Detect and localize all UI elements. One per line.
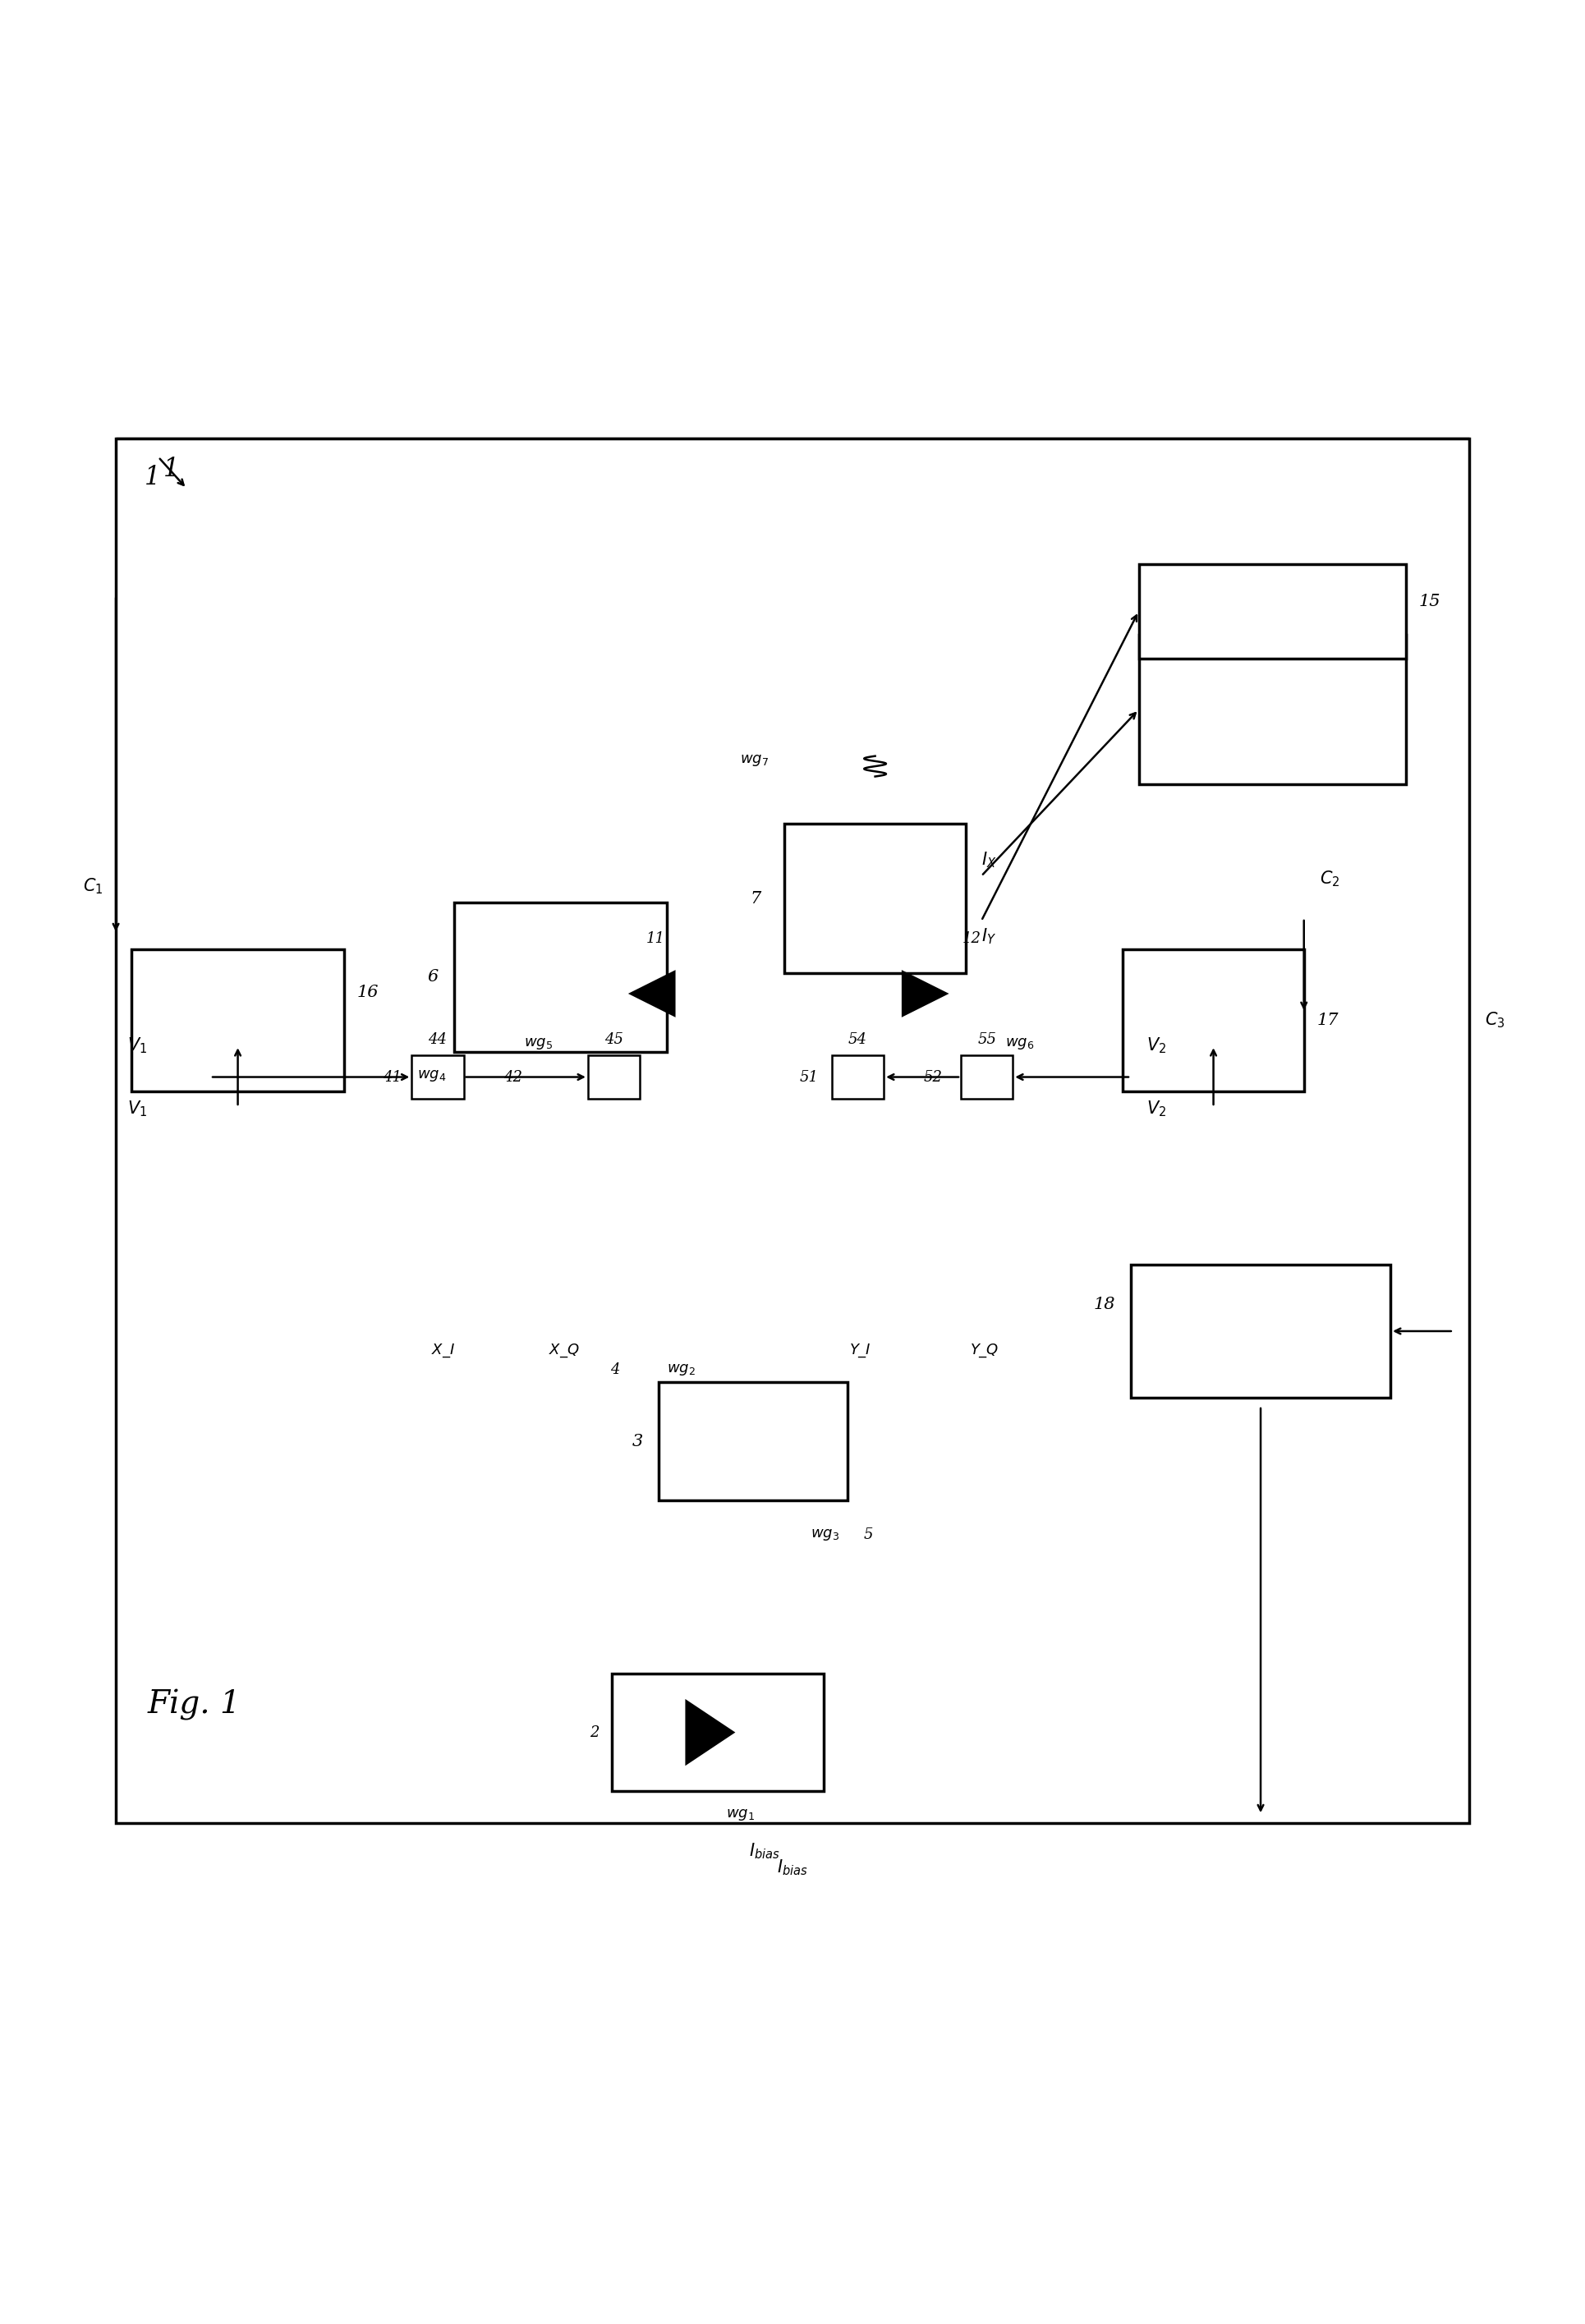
Text: 11: 11 — [647, 932, 666, 946]
Bar — [832, 1055, 884, 1099]
Text: $wg_5$: $wg_5$ — [523, 1037, 553, 1050]
Text: $C_2$: $C_2$ — [1320, 869, 1339, 888]
Text: $I_Y$: $I_Y$ — [981, 927, 995, 946]
Bar — [1122, 951, 1304, 1092]
Bar — [1138, 634, 1406, 786]
Text: 1: 1 — [144, 465, 160, 490]
Text: 1: 1 — [163, 458, 179, 483]
Text: $Y\_Q$: $Y\_Q$ — [970, 1341, 999, 1360]
Text: $I_{bias}$: $I_{bias}$ — [750, 1841, 780, 1862]
Polygon shape — [902, 971, 946, 1016]
Text: 42: 42 — [504, 1069, 523, 1085]
Text: 41: 41 — [382, 1069, 401, 1085]
Polygon shape — [631, 971, 675, 1016]
Text: $wg_2$: $wg_2$ — [667, 1362, 696, 1378]
Text: $Y\_I$: $Y\_I$ — [850, 1341, 872, 1360]
Text: $C_3$: $C_3$ — [1485, 1011, 1506, 1030]
Text: 45: 45 — [604, 1032, 623, 1048]
Text: $V_1$: $V_1$ — [127, 1037, 147, 1055]
Text: $wg_6$: $wg_6$ — [1005, 1037, 1033, 1050]
Text: Fig. 1: Fig. 1 — [147, 1690, 241, 1720]
Bar — [961, 1055, 1013, 1099]
Bar — [1138, 565, 1406, 658]
Text: $wg_7$: $wg_7$ — [740, 753, 769, 769]
Bar — [785, 823, 965, 974]
Text: $wg_1$: $wg_1$ — [726, 1808, 754, 1822]
Bar — [132, 951, 344, 1092]
Text: 51: 51 — [799, 1069, 818, 1085]
Text: 5: 5 — [864, 1527, 873, 1543]
Text: 16: 16 — [357, 985, 379, 999]
Text: $V_2$: $V_2$ — [1146, 1099, 1167, 1118]
Bar — [1130, 1264, 1390, 1399]
Bar — [659, 1383, 848, 1501]
Text: $I_{bias}$: $I_{bias}$ — [777, 1857, 808, 1878]
Bar — [792, 862, 1209, 1373]
Text: $C_1$: $C_1$ — [82, 876, 103, 897]
Bar — [455, 902, 667, 1053]
Bar — [588, 1055, 640, 1099]
Text: $V_1$: $V_1$ — [127, 1099, 147, 1118]
Text: 6: 6 — [428, 969, 439, 985]
Text: $I_X$: $I_X$ — [981, 851, 997, 869]
Text: 2: 2 — [590, 1724, 599, 1741]
Text: 7: 7 — [750, 890, 761, 906]
Text: $wg_4$: $wg_4$ — [417, 1069, 447, 1083]
Bar — [612, 1673, 824, 1792]
Text: 15: 15 — [1419, 595, 1441, 609]
Text: 54: 54 — [848, 1032, 867, 1048]
Text: 3: 3 — [632, 1434, 644, 1450]
Text: 52: 52 — [924, 1069, 943, 1085]
Text: 17: 17 — [1317, 1013, 1338, 1027]
Text: $X\_I$: $X\_I$ — [431, 1341, 455, 1360]
Text: 4: 4 — [610, 1362, 620, 1378]
Polygon shape — [686, 1701, 734, 1764]
Text: 55: 55 — [978, 1032, 997, 1048]
Text: $V_2$: $V_2$ — [1146, 1037, 1167, 1055]
Text: 12: 12 — [962, 932, 981, 946]
Bar — [116, 439, 1469, 1822]
Text: $wg_3$: $wg_3$ — [812, 1527, 840, 1543]
Text: 44: 44 — [428, 1032, 447, 1048]
Text: $X\_Q$: $X\_Q$ — [548, 1341, 580, 1360]
Bar — [344, 862, 777, 1373]
Text: 18: 18 — [1094, 1297, 1116, 1313]
Bar — [412, 1055, 464, 1099]
